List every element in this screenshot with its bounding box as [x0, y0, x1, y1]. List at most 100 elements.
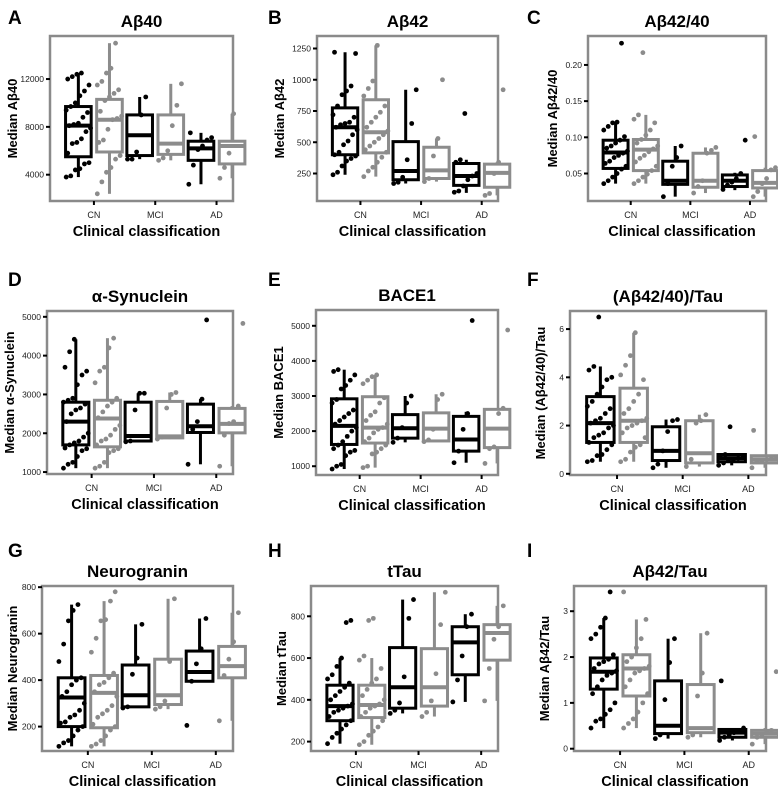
data-point: [634, 420, 640, 426]
y-tick-label: 200: [22, 722, 36, 732]
panel-title: Aβ42: [387, 12, 429, 31]
x-tick-label: CN: [611, 484, 624, 494]
x-tick-label: MCI: [676, 760, 693, 770]
data-point: [203, 616, 209, 621]
data-point: [185, 461, 191, 467]
data-point: [629, 654, 635, 660]
box-mci-grey: [683, 412, 715, 469]
box-mci-black: [125, 94, 154, 162]
data-point: [82, 401, 88, 407]
data-point: [88, 649, 94, 655]
data-point: [332, 49, 337, 55]
data-point: [93, 635, 99, 641]
data-point: [672, 636, 677, 642]
data-point: [589, 458, 595, 463]
y-tick-label: 1000: [291, 461, 310, 471]
data-point: [159, 434, 165, 440]
data-point: [94, 82, 100, 88]
data-point: [366, 732, 372, 738]
y-tick-label: 800: [291, 611, 305, 621]
y-tick-label: 0.15: [565, 96, 582, 106]
data-point: [331, 369, 337, 374]
data-point: [644, 171, 650, 177]
data-point: [381, 395, 387, 401]
data-point: [372, 409, 378, 415]
data-point: [361, 93, 367, 99]
data-point: [341, 142, 346, 148]
data-point: [115, 446, 121, 452]
box-cn-black: [63, 70, 93, 180]
y-tick-label: 4: [559, 372, 564, 382]
data-point: [108, 165, 114, 170]
data-point: [200, 143, 205, 149]
data-point: [626, 721, 631, 726]
box-mci-black: [390, 393, 420, 445]
data-point: [154, 436, 160, 442]
data-point: [759, 458, 765, 463]
box-cn-black: [56, 602, 87, 749]
data-point: [336, 707, 341, 713]
data-point: [717, 453, 723, 459]
data-point: [97, 463, 103, 469]
data-point: [347, 377, 353, 383]
y-axis-label: Median BACE1: [271, 346, 286, 438]
data-point: [482, 698, 488, 704]
data-point: [373, 114, 379, 120]
data-point: [374, 676, 379, 682]
data-point: [628, 353, 633, 359]
data-point: [204, 317, 210, 323]
data-point: [695, 693, 700, 699]
data-point: [128, 438, 133, 444]
data-point: [335, 169, 340, 175]
panel-letter: D: [8, 270, 22, 291]
data-point: [623, 362, 628, 368]
data-point: [384, 421, 390, 427]
data-point: [459, 653, 465, 659]
data-point: [108, 65, 114, 71]
data-point: [623, 163, 629, 169]
data-point: [111, 670, 117, 676]
box-ad-black: [716, 424, 747, 468]
y-tick-label: 1: [563, 698, 568, 708]
data-point: [408, 393, 414, 399]
y-tick-label: 0: [563, 744, 568, 754]
plot-frame: [315, 34, 500, 203]
data-point: [68, 411, 74, 417]
data-point: [113, 156, 118, 162]
data-point: [604, 672, 610, 678]
data-point: [641, 666, 647, 671]
data-point: [194, 419, 200, 425]
data-point: [465, 177, 471, 183]
data-point: [61, 641, 67, 647]
data-point: [640, 700, 646, 706]
x-tick-label: CN: [349, 760, 362, 770]
data-point: [169, 123, 175, 129]
box-ad-black: [184, 616, 215, 728]
data-point: [130, 671, 135, 677]
data-point: [383, 149, 389, 155]
data-point: [367, 705, 373, 711]
data-point: [693, 420, 699, 426]
data-point: [369, 451, 375, 457]
data-point: [134, 149, 140, 155]
panel-title: BACE1: [378, 286, 436, 305]
data-point: [387, 711, 393, 716]
data-point: [157, 704, 163, 710]
y-tick-label: 5000: [291, 321, 310, 331]
data-point: [588, 420, 594, 426]
data-point: [363, 418, 369, 423]
data-point: [356, 657, 362, 663]
y-tick-label: 3000: [22, 389, 41, 399]
data-point: [221, 673, 227, 678]
data-point: [134, 655, 140, 661]
data-point: [442, 589, 448, 595]
data-point: [738, 171, 744, 176]
data-point: [240, 321, 246, 326]
data-point: [622, 684, 628, 690]
data-point: [605, 178, 611, 184]
y-tick-label: 800: [22, 582, 36, 592]
data-point: [621, 411, 627, 416]
data-point: [588, 636, 594, 642]
data-point: [343, 722, 349, 728]
data-point: [607, 589, 613, 595]
